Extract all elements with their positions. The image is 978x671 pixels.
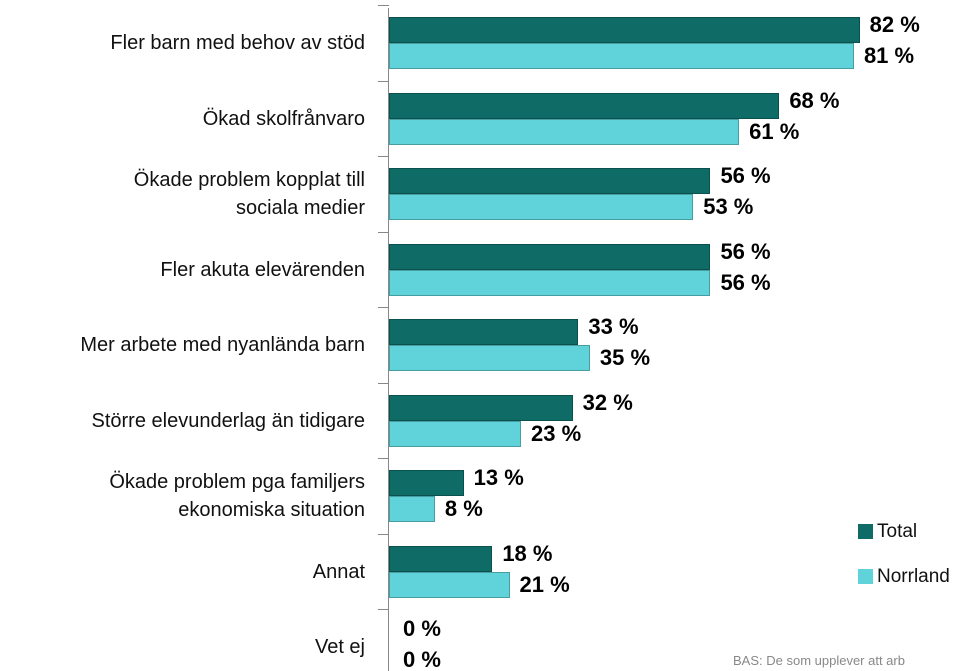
value-label: 56 % — [720, 269, 771, 295]
category-label: Ökad skolfrånvaro — [202, 107, 365, 130]
bar — [389, 17, 860, 43]
axis-tick — [378, 80, 389, 82]
value-label: 13 % — [473, 465, 524, 490]
legend-swatch — [858, 524, 873, 539]
axis-tick — [378, 609, 389, 610]
legend-label: Total — [877, 521, 918, 542]
value-label: 0 % — [403, 647, 441, 671]
legend-label: Norrland — [877, 566, 950, 587]
axis-tick — [378, 533, 389, 535]
axis-tick — [378, 156, 389, 157]
axis-tick — [378, 5, 389, 6]
value-label: 68 % — [789, 87, 840, 113]
bar — [389, 269, 711, 296]
bar — [389, 470, 464, 496]
category-label: Ökade problem kopplat till sociala medie… — [133, 169, 365, 219]
bar — [389, 168, 711, 194]
bar — [389, 496, 435, 522]
value-label: 23 % — [531, 420, 582, 446]
category-label: Ökade problem pga familjers ekonomiska s… — [109, 471, 365, 521]
legend-swatch — [858, 569, 873, 584]
category-label: Annat — [312, 560, 365, 583]
value-label: 56 % — [720, 163, 771, 188]
category-label: Större elevunderlag än tidigare — [91, 409, 365, 432]
value-label: 82 % — [869, 12, 920, 37]
bar — [389, 420, 522, 447]
bar — [389, 345, 590, 371]
bar — [389, 118, 740, 145]
category-label: Fler barn med behov av stöd — [110, 32, 365, 54]
value-label: 0 % — [403, 616, 441, 641]
value-label: 61 % — [749, 118, 800, 144]
category-label: Vet ej — [314, 636, 365, 658]
value-label: 53 % — [703, 194, 754, 219]
value-label: 32 % — [582, 389, 633, 415]
bar — [389, 394, 573, 421]
bar — [389, 319, 579, 345]
bar — [389, 92, 780, 119]
value-label: 81 % — [863, 43, 915, 68]
value-label: 35 % — [599, 345, 651, 370]
axis-line — [388, 8, 389, 671]
value-label: 18 % — [502, 540, 553, 566]
axis-tick — [378, 231, 389, 233]
category-label: Fler akuta elevärenden — [160, 258, 365, 281]
footnote: BAS: De som upplever att arb — [733, 653, 905, 668]
bar — [389, 243, 711, 270]
value-label: 33 % — [588, 314, 639, 339]
bar — [389, 545, 493, 572]
value-label: 8 % — [444, 496, 483, 521]
bar — [389, 571, 510, 598]
value-label: 56 % — [720, 238, 771, 264]
axis-tick — [378, 307, 389, 308]
axis-tick — [378, 458, 389, 459]
category-label: Mer arbete med nyanlända barn — [80, 334, 365, 356]
value-label: 21 % — [519, 571, 570, 597]
axis-tick — [378, 382, 389, 384]
bar — [389, 194, 694, 220]
bar — [389, 43, 854, 69]
